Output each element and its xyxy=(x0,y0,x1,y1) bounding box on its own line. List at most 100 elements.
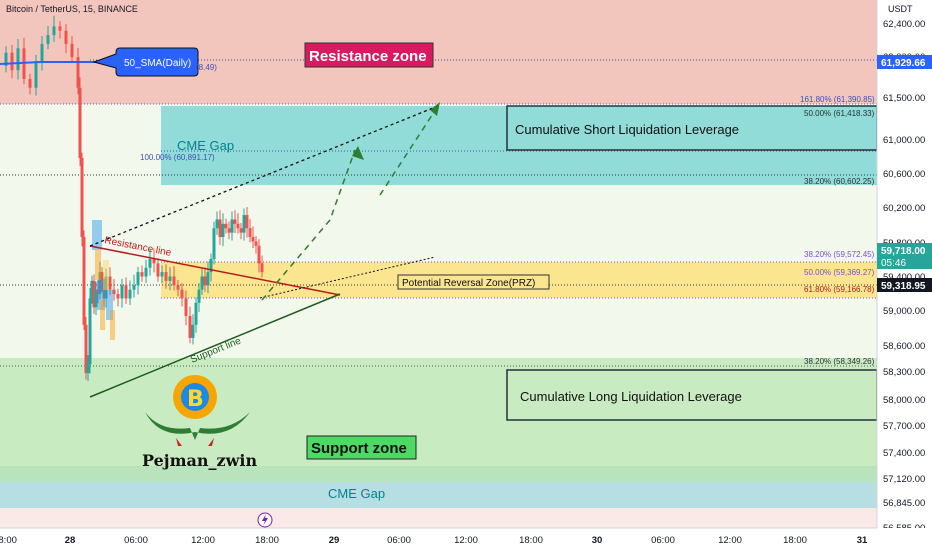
candle-body xyxy=(248,228,252,238)
time-tick-label: 30 xyxy=(592,535,603,546)
candle-body xyxy=(108,276,112,290)
logo-leaves xyxy=(145,412,250,440)
candle-body xyxy=(218,219,222,238)
candle-body xyxy=(40,43,44,62)
support-zone-label-bg xyxy=(306,435,417,460)
candle-body xyxy=(227,228,231,233)
sma-value: (8.49) xyxy=(196,63,217,72)
candle-body xyxy=(180,289,184,299)
candle-body xyxy=(76,57,80,88)
price-tick-label: 57,700.00 xyxy=(883,421,925,432)
long-liq-label: Cumulative Long Liquidation Leverage xyxy=(520,389,742,404)
wedge-bottom-dotted xyxy=(259,256,436,299)
time-tick-label: 12:00 xyxy=(718,535,742,546)
lightning-icon-glyph xyxy=(262,514,268,526)
time-tick-label: 06:00 xyxy=(651,535,675,546)
bitcoin-logo-glyph: B xyxy=(187,387,204,412)
arrow-head-2 xyxy=(430,102,440,116)
candle-body xyxy=(233,219,237,224)
price-tick-label: 58,600.00 xyxy=(883,341,925,352)
time-tick-label: 18:00 xyxy=(519,535,543,546)
projection-arrow xyxy=(261,149,356,301)
support-zone-label: Support zone xyxy=(311,440,407,457)
candle-body xyxy=(251,237,255,242)
candle-body xyxy=(128,289,132,299)
candle-body xyxy=(10,52,14,71)
prz-label: Potential Reversal Zone(PRZ) xyxy=(402,278,535,289)
price-tick-label: 57,120.00 xyxy=(883,474,925,485)
sma-label: 50_SMA(Daily) xyxy=(124,58,191,69)
volume-profile-bar xyxy=(100,300,105,330)
candle-body xyxy=(98,272,102,295)
candle-body xyxy=(200,276,204,290)
candle-body xyxy=(102,285,106,299)
lower-support-bg xyxy=(0,466,877,482)
fib-label: 38.20% (60,602.25) xyxy=(804,177,875,186)
candle-body xyxy=(221,223,225,238)
candle-body xyxy=(34,61,38,88)
candle-body xyxy=(176,285,180,290)
candle-body xyxy=(140,272,144,277)
author-label: Pejman_zwin xyxy=(142,451,257,470)
time-ticks: 18:00 28 06:00 12:00 18:00 29 06:00 12:00 18:00 3… xyxy=(0,535,868,546)
candle-body xyxy=(260,263,264,273)
support-zone-bg xyxy=(0,358,877,466)
candle-body xyxy=(116,294,120,299)
time-tick-label: 18:00 xyxy=(0,535,17,546)
price-tick-label: 59,400.00 xyxy=(883,272,925,283)
price-ticks: 62,400.0062,000.0061,500.0061,000.0060,6… xyxy=(883,19,925,534)
candle-body xyxy=(203,276,207,286)
cursor-price-tag-bg xyxy=(877,278,932,292)
cme-gap-bottom-bg xyxy=(0,482,877,508)
candle-body xyxy=(4,52,8,66)
candle-body xyxy=(132,285,136,290)
volume-profile-bar xyxy=(97,280,105,310)
candle-body xyxy=(80,158,84,238)
volume-profile-bar xyxy=(95,250,101,280)
candle-body xyxy=(112,289,116,295)
candle-body xyxy=(206,272,210,286)
price-axis-bg xyxy=(877,0,932,550)
candle-body xyxy=(144,267,148,277)
candle-body xyxy=(88,298,92,365)
candle-body xyxy=(46,35,50,44)
fib-label: 161.80% (61,390.85) xyxy=(800,95,875,104)
currency-label: USDT xyxy=(888,4,913,14)
candle-body xyxy=(168,276,172,281)
logo-arrow-right xyxy=(208,438,214,446)
candle-body xyxy=(209,258,213,273)
projection-arrow-2 xyxy=(379,105,439,196)
candle-body xyxy=(194,302,198,325)
price-tick-label: 60,200.00 xyxy=(883,203,925,214)
candle-body xyxy=(124,285,128,299)
candle-body xyxy=(92,280,96,308)
resistance-zone-label-bg xyxy=(304,42,434,68)
fib-label: 38.20% (59,572.45) xyxy=(804,250,875,259)
cursor-price-tag: 59,318.95 xyxy=(881,281,926,292)
short-liq-label: Cumulative Short Liquidation Leverage xyxy=(515,122,739,137)
candle-body xyxy=(82,237,86,325)
volume-profile-bar xyxy=(110,310,115,340)
candle-body xyxy=(156,263,160,277)
candle-body xyxy=(148,258,152,268)
logo-arrow-left xyxy=(176,438,182,446)
sma-line xyxy=(0,61,100,65)
price-tick-label: 61,000.00 xyxy=(883,135,925,146)
sma-price-tag: 61,929.66 xyxy=(881,58,926,69)
bottom-strip-bg xyxy=(0,508,877,528)
last-price-tag-bg xyxy=(877,243,932,269)
candle-body xyxy=(28,79,32,88)
candle-body xyxy=(197,289,201,303)
candle-body xyxy=(236,223,240,229)
sma-label-bubble xyxy=(92,47,199,77)
candle-body xyxy=(245,215,249,229)
price-tick-label: 58,300.00 xyxy=(883,367,925,378)
author-logo: B Pejman_zwin xyxy=(142,375,257,470)
candle-body xyxy=(94,289,98,308)
candle-body xyxy=(188,316,192,338)
symbol-title: Bitcoin / TetherUS, 15, BINANCE xyxy=(6,4,138,14)
candle-body xyxy=(254,241,258,246)
candle-body xyxy=(100,272,104,286)
candle-body xyxy=(64,30,68,44)
